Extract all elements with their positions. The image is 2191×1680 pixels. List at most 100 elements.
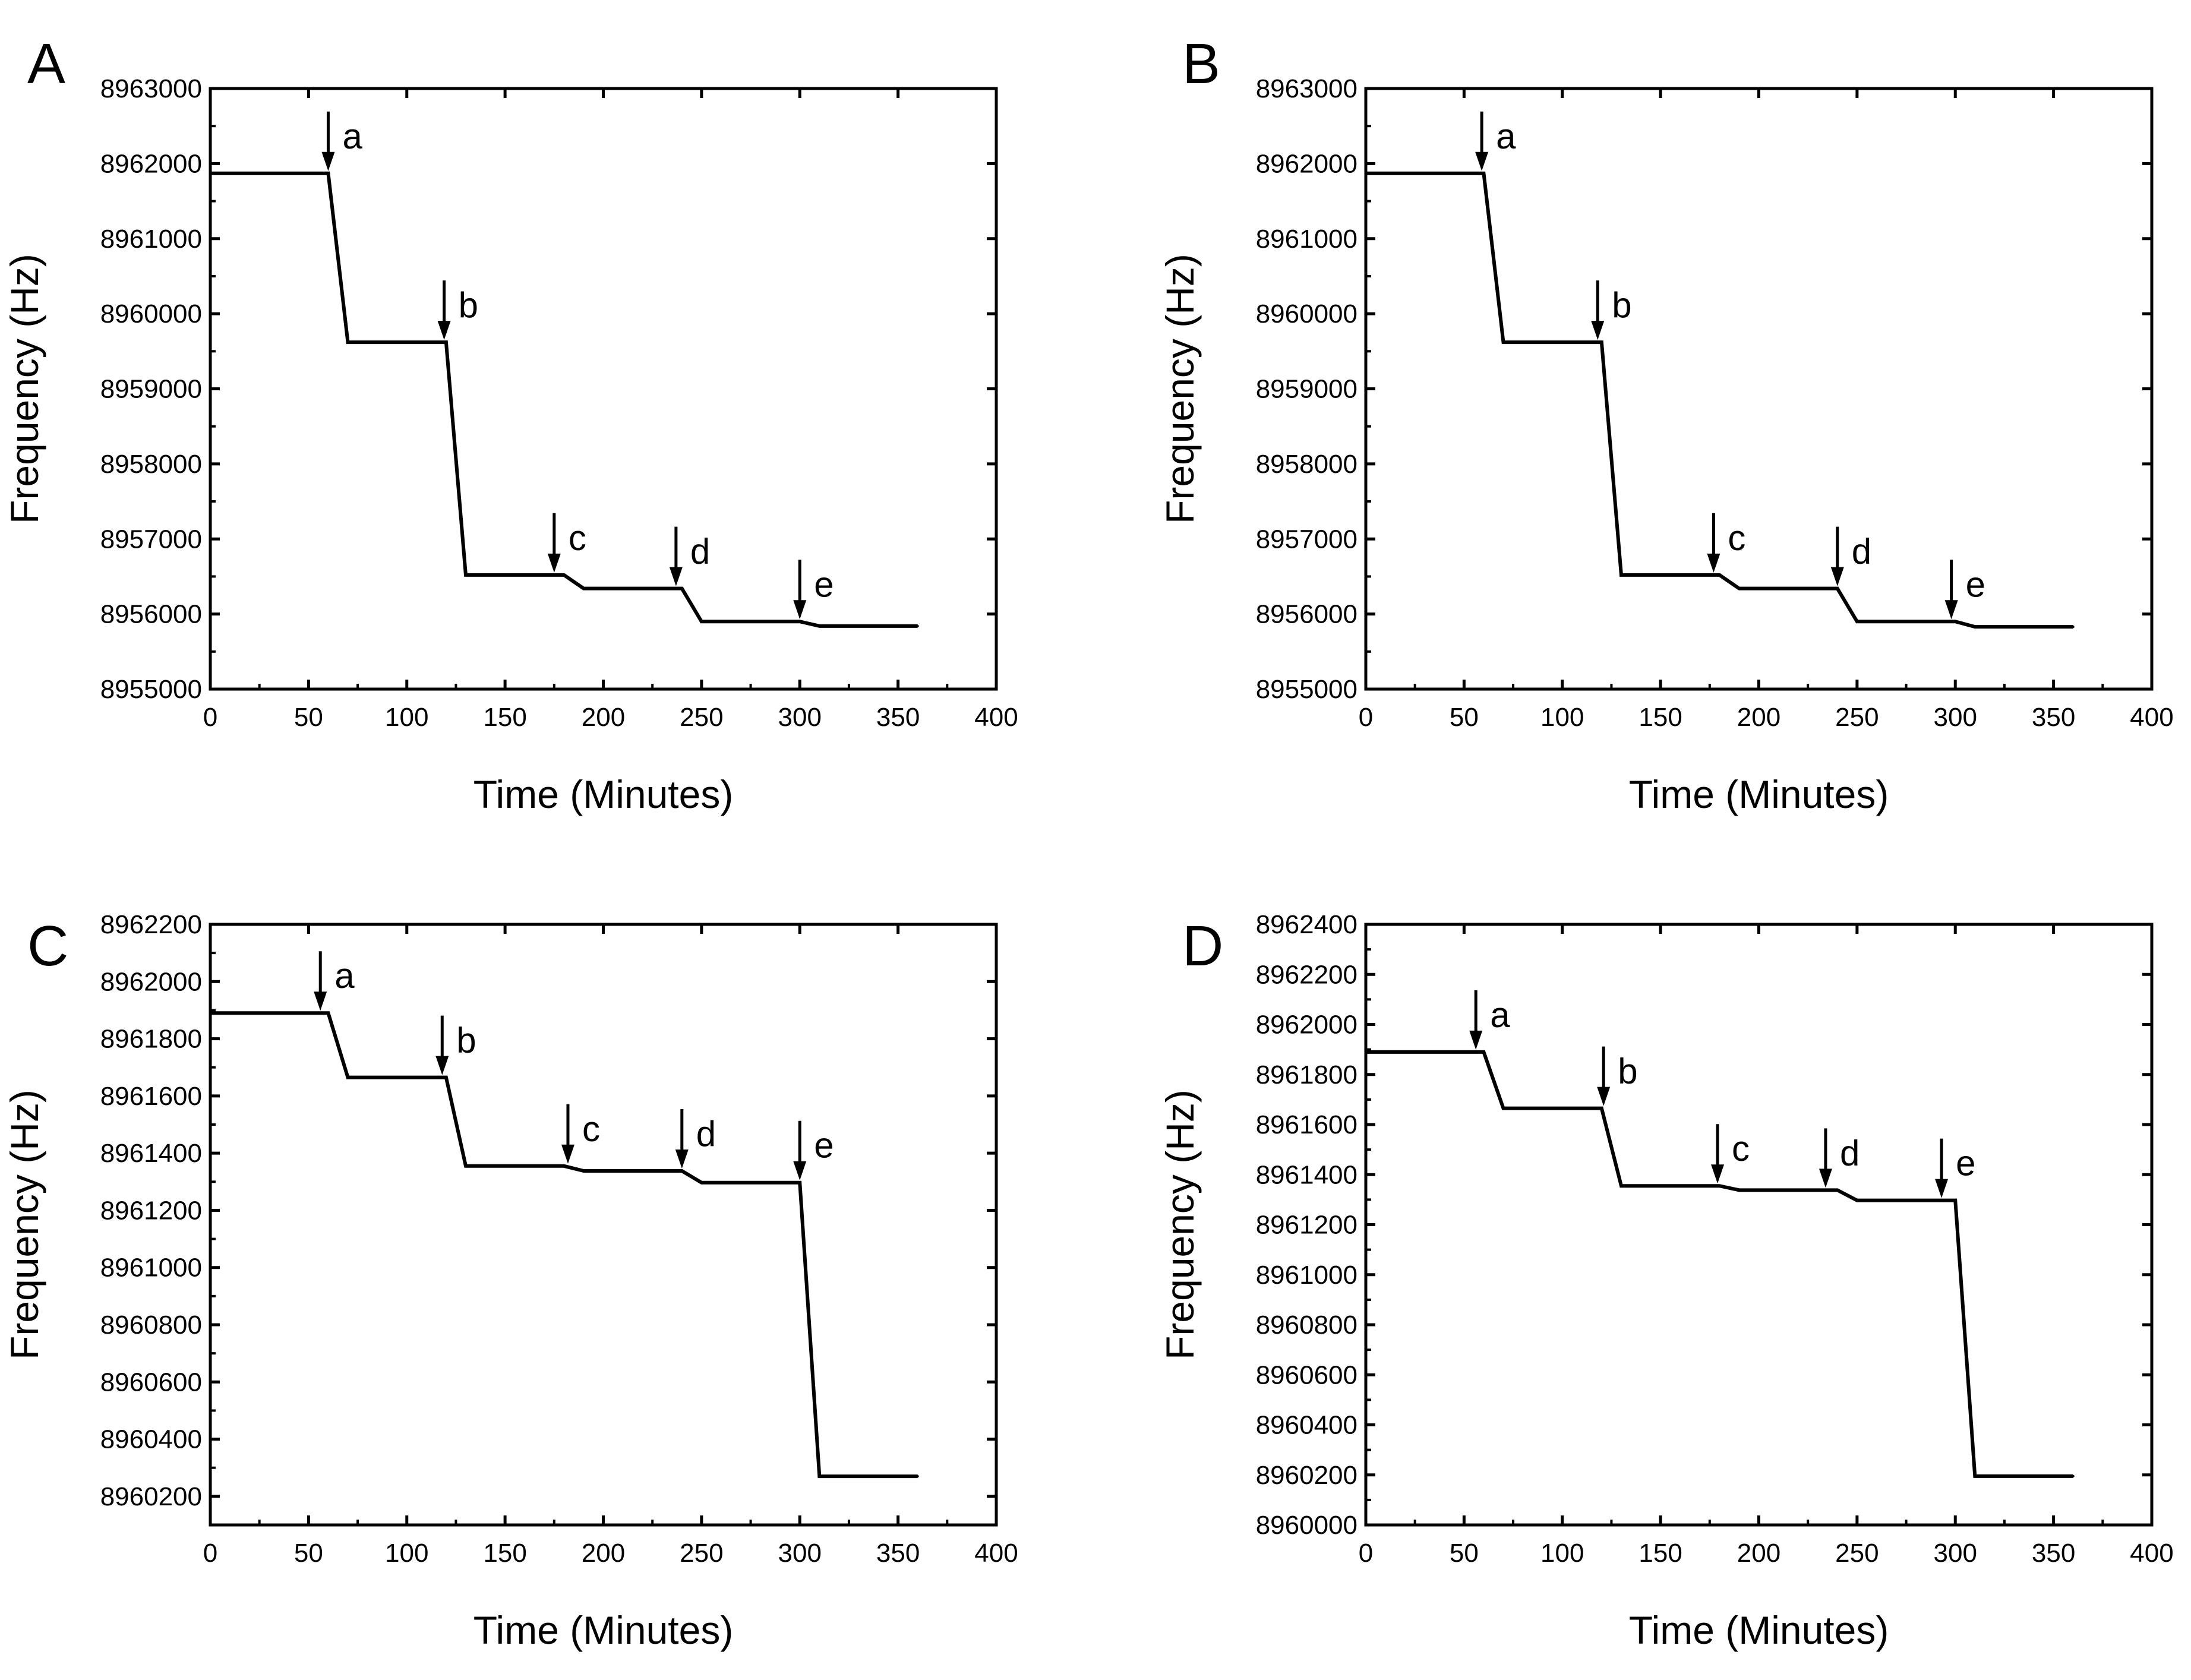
x-tick-label: 400 (2130, 703, 2173, 732)
y-tick-label: 8955000 (1256, 675, 1357, 704)
y-tick-label: 8961800 (100, 1025, 202, 1054)
data-point (1619, 573, 1622, 576)
chart-panel-a: A 0 50 100 150 200 250 300 350 400 8955000 8956000 8… (2, 32, 1018, 816)
data-point (680, 1169, 683, 1172)
y-tick-label: 8960600 (100, 1368, 202, 1397)
data-point (464, 1164, 467, 1167)
x-tick-label: 250 (680, 1539, 723, 1568)
x-tick-label: 200 (1737, 703, 1780, 732)
event-label: a (342, 116, 362, 156)
event-label: c (1732, 1129, 1750, 1169)
data-point (700, 620, 703, 623)
y-tick-label: 8962200 (1256, 960, 1357, 989)
y-tick-label: 8961000 (1256, 225, 1357, 254)
data-point (346, 1076, 349, 1079)
panel-label: D (1182, 914, 1223, 978)
frequency-series-line (210, 171, 918, 628)
event-arrow-c: c (1711, 1124, 1750, 1184)
y-tick-label: 8961400 (1256, 1160, 1357, 1189)
plot-frame (1364, 923, 2154, 1527)
x-tick-label: 0 (1359, 703, 1373, 732)
data-point (1600, 341, 1603, 344)
arrow-head (1819, 1169, 1832, 1188)
x-tick-label: 300 (1934, 1539, 1977, 1568)
y-tick-label: 8961000 (100, 225, 202, 254)
event-label: b (1618, 1051, 1637, 1091)
x-tick-label: 100 (385, 703, 428, 732)
y-tick-label: 8963000 (1256, 74, 1357, 103)
x-tick-label: 50 (1450, 1539, 1479, 1568)
data-point (916, 624, 919, 627)
arrow-head (561, 1144, 574, 1164)
x-axis-label: Time (Minutes) (473, 772, 734, 816)
y-tick-label: 8960000 (1256, 1511, 1357, 1540)
data-point (346, 341, 349, 344)
event-label: c (569, 518, 586, 558)
y-tick-label: 8960000 (100, 299, 202, 329)
event-label: d (696, 1114, 716, 1154)
x-tick-label: 350 (876, 703, 920, 732)
x-axis-label: Time (Minutes) (1629, 1608, 1889, 1652)
y-tick-label: 8959000 (1256, 375, 1357, 404)
data-point (1502, 341, 1505, 344)
arrow-head (1711, 1164, 1725, 1184)
x-tick-label: 300 (778, 703, 822, 732)
x-axis-label: Time (Minutes) (473, 1608, 734, 1652)
x-tick-label: 100 (1540, 1539, 1584, 1568)
y-tick-label: 8961000 (100, 1253, 202, 1283)
data-point (1836, 1189, 1839, 1192)
event-arrow-c: c (1707, 513, 1745, 573)
x-tick-label: 50 (294, 703, 323, 732)
data-point (1974, 626, 1977, 629)
event-label: e (814, 1126, 834, 1166)
x-tick-label: 400 (2130, 1539, 2173, 1568)
data-point (2072, 1474, 2075, 1477)
x-tick-label: 400 (974, 703, 1018, 732)
data-point (818, 1475, 821, 1478)
y-tick-label: 8960200 (1256, 1461, 1357, 1490)
x-tick-label: 350 (876, 1539, 920, 1568)
y-tick-label: 8960200 (100, 1482, 202, 1511)
y-axis-label: Frequency (Hz) (2, 254, 46, 524)
event-label: d (690, 532, 710, 571)
data-point (209, 172, 211, 175)
event-label: b (1612, 285, 1631, 325)
arrow-head (793, 1161, 807, 1180)
y-tick-label: 8962400 (1256, 910, 1357, 939)
frequency-series-line (1366, 171, 2073, 629)
data-point (209, 1012, 211, 1015)
y-tick-label: 8963000 (100, 74, 202, 103)
y-tick-label: 8960000 (1256, 299, 1357, 329)
arrow-head (1475, 151, 1489, 171)
event-label: c (1728, 518, 1745, 558)
y-tick-label: 8962000 (1256, 149, 1357, 178)
x-tick-label: 100 (385, 1539, 428, 1568)
y-tick-label: 8961400 (100, 1139, 202, 1168)
event-label: e (1956, 1144, 1975, 1183)
arrow-head (1591, 321, 1605, 340)
arrow-head (1944, 600, 1958, 620)
event-label: a (1490, 995, 1510, 1035)
arrow-head (675, 1149, 689, 1169)
arrow-head (437, 321, 451, 340)
event-arrow-c: c (561, 1104, 600, 1164)
x-tick-label: 150 (483, 703, 526, 732)
y-tick-label: 8962200 (100, 910, 202, 939)
event-arrow-e: e (793, 1120, 834, 1180)
y-tick-label: 8957000 (100, 525, 202, 554)
y-tick-label: 8960400 (1256, 1411, 1357, 1440)
x-tick-label: 300 (778, 1539, 822, 1568)
y-tick-label: 8959000 (100, 375, 202, 404)
data-point (464, 573, 467, 576)
event-arrow-a: a (1475, 111, 1516, 171)
arrow-head (547, 553, 561, 573)
x-tick-label: 200 (1737, 1539, 1780, 1568)
chart-panel-d: D 0 50 100 150 200 250 300 350 400 8960000 8960200 8… (1158, 910, 2174, 1652)
event-label: e (814, 564, 834, 604)
event-arrow-d: d (669, 526, 710, 586)
x-tick-label: 250 (680, 703, 723, 732)
event-arrow-e: e (793, 560, 834, 620)
data-point (1855, 620, 1858, 623)
data-point (1718, 1185, 1721, 1188)
y-tick-label: 8958000 (1256, 450, 1357, 479)
